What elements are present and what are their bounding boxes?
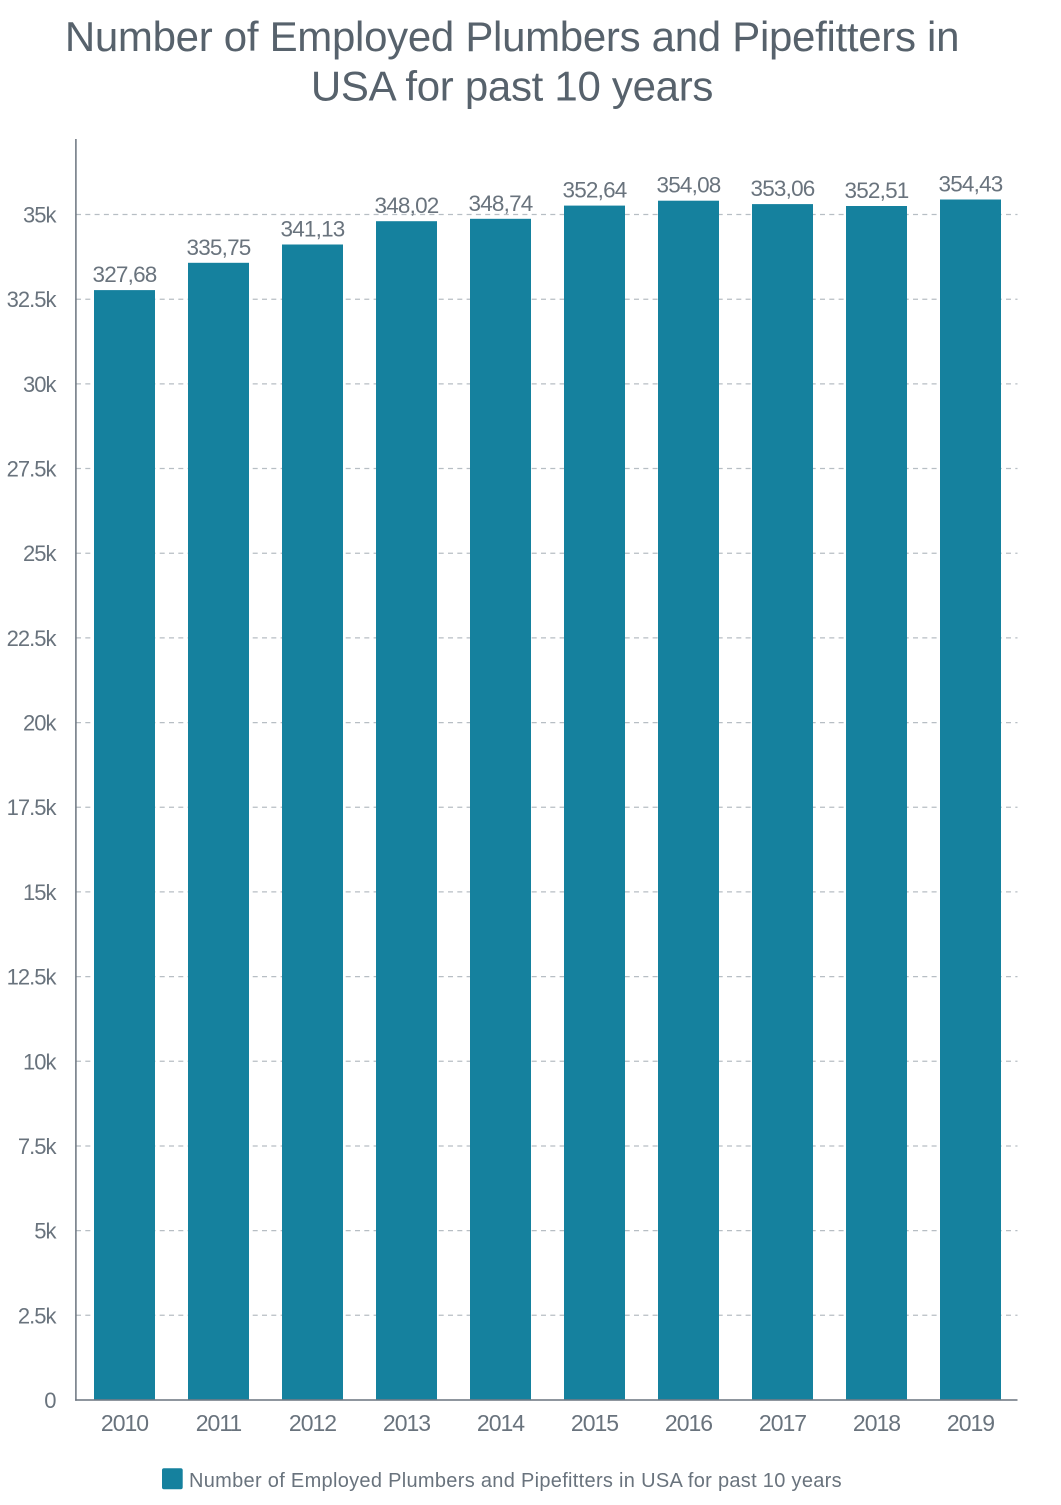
svg-text:25k: 25k	[23, 541, 57, 566]
svg-text:2019: 2019	[947, 1410, 994, 1436]
svg-text:32.5k: 32.5k	[7, 287, 58, 312]
svg-text:2.5k: 2.5k	[18, 1303, 58, 1328]
svg-text:10k: 10k	[23, 1049, 57, 1074]
svg-text:348,02: 348,02	[374, 193, 438, 218]
svg-text:0: 0	[44, 1388, 56, 1413]
svg-text:327,68: 327,68	[92, 262, 156, 287]
svg-text:2017: 2017	[759, 1410, 806, 1436]
svg-text:12.5k: 12.5k	[7, 965, 58, 990]
svg-text:354,43: 354,43	[938, 172, 1002, 197]
svg-text:2018: 2018	[853, 1410, 900, 1436]
svg-text:Number of Employed Plumbers an: Number of Employed Plumbers and Pipefitt…	[189, 1470, 842, 1492]
svg-text:27.5k: 27.5k	[7, 457, 58, 482]
svg-text:15k: 15k	[23, 880, 57, 905]
svg-text:335,75: 335,75	[186, 235, 250, 260]
svg-text:352,51: 352,51	[844, 178, 908, 203]
svg-text:22.5k: 22.5k	[7, 626, 58, 651]
svg-text:2013: 2013	[383, 1410, 430, 1436]
svg-text:20k: 20k	[23, 711, 57, 736]
svg-text:35k: 35k	[23, 203, 57, 228]
svg-text:354,08: 354,08	[656, 173, 720, 198]
svg-text:30k: 30k	[23, 372, 57, 397]
svg-text:Number of Employed Plumbers an: Number of Employed Plumbers and Pipefitt…	[65, 13, 959, 60]
svg-text:2015: 2015	[571, 1410, 618, 1436]
svg-text:2012: 2012	[289, 1410, 336, 1436]
svg-text:2010: 2010	[101, 1410, 148, 1436]
svg-text:341,13: 341,13	[280, 217, 344, 242]
svg-text:7.5k: 7.5k	[18, 1134, 58, 1159]
svg-text:348,74: 348,74	[468, 191, 532, 216]
svg-text:353,06: 353,06	[750, 176, 814, 201]
svg-text:17.5k: 17.5k	[7, 795, 58, 820]
svg-text:352,64: 352,64	[562, 178, 626, 203]
svg-text:2016: 2016	[665, 1410, 712, 1436]
svg-text:5k: 5k	[34, 1219, 57, 1244]
svg-text:USA for past 10 years: USA for past 10 years	[311, 63, 713, 110]
svg-text:2014: 2014	[477, 1410, 525, 1436]
svg-text:2011: 2011	[196, 1410, 242, 1436]
